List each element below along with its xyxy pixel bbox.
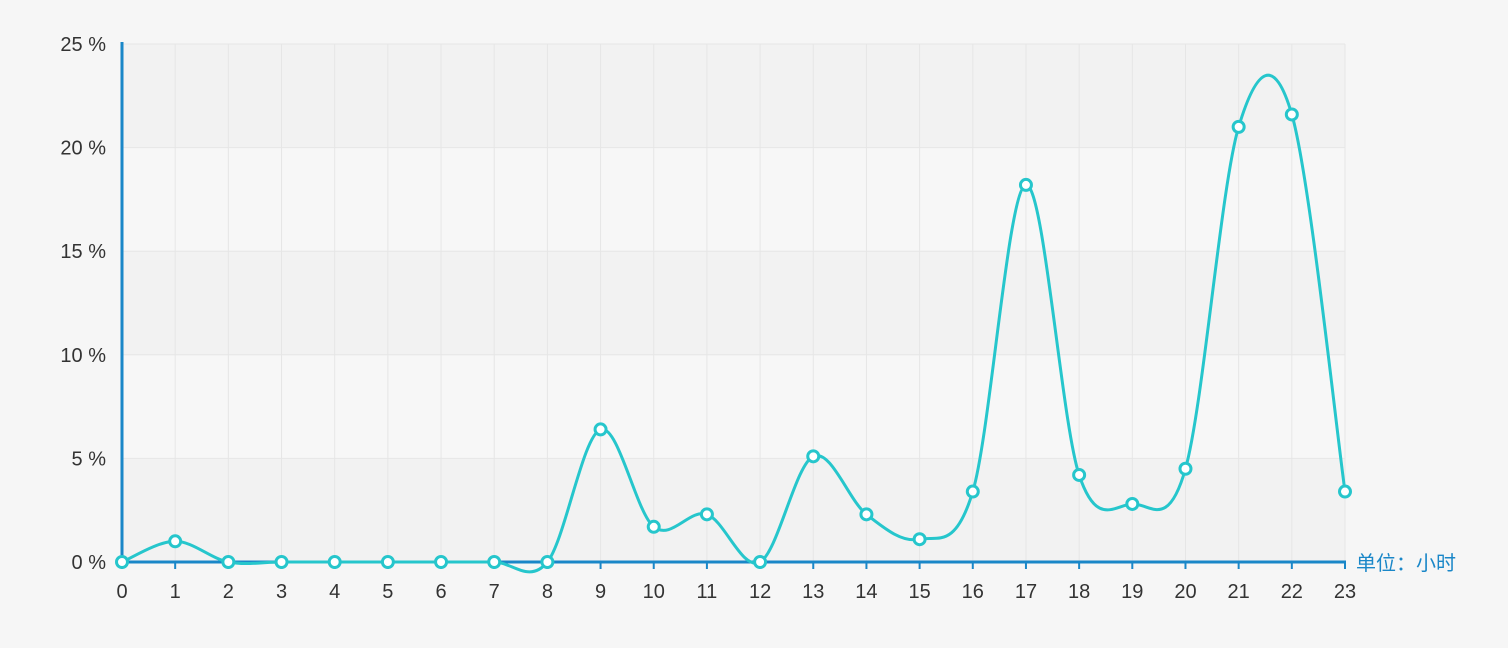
x-tick-label: 23 — [1334, 581, 1356, 603]
data-point — [487, 555, 502, 569]
data-point — [327, 555, 342, 569]
y-tick-label: 5 % — [72, 448, 107, 470]
x-tick-label: 0 — [116, 581, 127, 603]
data-point — [1178, 461, 1193, 476]
x-tick-label: 9 — [595, 581, 606, 603]
x-tick-label: 2 — [223, 581, 234, 603]
data-point — [699, 507, 714, 522]
data-point — [1018, 177, 1033, 192]
data-points — [115, 107, 1352, 569]
data-point — [646, 519, 661, 534]
data-point — [1072, 467, 1087, 482]
data-point — [434, 555, 449, 569]
data-point — [859, 507, 874, 522]
x-tick-label: 20 — [1174, 581, 1196, 603]
x-tick-label: 22 — [1281, 581, 1303, 603]
data-point — [1338, 484, 1352, 499]
x-tick-label: 18 — [1068, 581, 1090, 603]
x-tick-label: 4 — [329, 581, 340, 603]
x-tick-label: 10 — [643, 581, 665, 603]
plot-band — [122, 44, 1345, 148]
x-tick-label: 3 — [276, 581, 287, 603]
plot-band — [122, 354, 1345, 459]
data-point — [1231, 119, 1246, 134]
x-tick-label: 17 — [1015, 581, 1037, 603]
data-point — [753, 555, 768, 569]
x-tick-label: 14 — [855, 581, 877, 603]
x-tick-label: 19 — [1121, 581, 1143, 603]
x-tick-label: 5 — [382, 581, 393, 603]
data-point — [274, 555, 289, 569]
data-point — [221, 555, 236, 569]
x-tick-label: 15 — [908, 581, 930, 603]
plot-background-bands — [122, 44, 1345, 562]
data-point — [965, 484, 980, 499]
data-point — [912, 532, 927, 547]
data-point — [168, 534, 183, 549]
data-point — [115, 555, 129, 569]
x-tick-label: 21 — [1228, 581, 1250, 603]
x-axis-tick-labels: 0 1 2 3 4 5 6 7 8 9 10 11 12 13 14 15 16 17 18 19 20 21 22 23 — [116, 581, 1356, 603]
x-tick-label: 16 — [962, 581, 984, 603]
data-point — [1284, 107, 1299, 122]
data-point — [593, 422, 608, 437]
x-tick-label: 7 — [489, 581, 500, 603]
y-tick-label: 25 % — [60, 34, 106, 56]
data-point — [540, 555, 555, 569]
x-tick-label: 8 — [542, 581, 553, 603]
horizontal-gridlines — [122, 43, 1345, 459]
data-point — [806, 449, 821, 464]
y-tick-label: 20 % — [60, 138, 106, 160]
x-tick-label: 1 — [170, 581, 181, 603]
plot-band — [122, 147, 1345, 252]
x-axis-unit-label: 单位：小时 — [1356, 552, 1456, 575]
plot-band — [122, 251, 1345, 355]
x-tick-label: 6 — [435, 581, 446, 603]
y-tick-label: 15 % — [60, 241, 106, 263]
x-tick-label: 13 — [802, 581, 824, 603]
data-point — [1125, 496, 1140, 511]
y-tick-label: 0 % — [72, 552, 107, 574]
x-tick-label: 11 — [697, 581, 718, 603]
x-tick-label: 12 — [749, 581, 771, 603]
y-axis-tick-labels: 0 % 5 % 10 % 15 % 20 % 25 % — [60, 34, 106, 574]
data-point — [380, 555, 395, 569]
y-tick-label: 10 % — [60, 345, 106, 367]
